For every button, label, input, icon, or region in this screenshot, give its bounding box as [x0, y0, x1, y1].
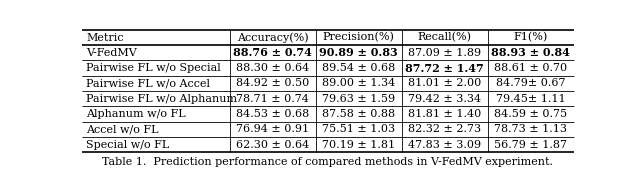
Text: 78.73 ± 1.13: 78.73 ± 1.13 — [494, 124, 567, 135]
Text: 87.09 ± 1.89: 87.09 ± 1.89 — [408, 48, 481, 58]
Text: 90.89 ± 0.83: 90.89 ± 0.83 — [319, 47, 398, 58]
Text: 89.54 ± 0.68: 89.54 ± 0.68 — [322, 63, 396, 73]
Text: 75.51 ± 1.03: 75.51 ± 1.03 — [322, 124, 396, 135]
Text: Pairwise FL w/o Alphanum: Pairwise FL w/o Alphanum — [86, 94, 237, 104]
Text: 87.72 ± 1.47: 87.72 ± 1.47 — [405, 63, 484, 74]
Text: 79.45± 1.11: 79.45± 1.11 — [496, 94, 565, 104]
Text: 78.71 ± 0.74: 78.71 ± 0.74 — [236, 94, 309, 104]
Text: 87.58 ± 0.88: 87.58 ± 0.88 — [322, 109, 396, 119]
Text: 88.61 ± 0.70: 88.61 ± 0.70 — [494, 63, 567, 73]
Text: 81.81 ± 1.40: 81.81 ± 1.40 — [408, 109, 481, 119]
Text: 84.79± 0.67: 84.79± 0.67 — [496, 79, 565, 88]
Text: 79.42 ± 3.34: 79.42 ± 3.34 — [408, 94, 481, 104]
Text: 82.32 ± 2.73: 82.32 ± 2.73 — [408, 124, 481, 135]
Text: Accuracy(%): Accuracy(%) — [237, 32, 308, 43]
Text: 47.83 ± 3.09: 47.83 ± 3.09 — [408, 140, 481, 150]
Text: 81.01 ± 2.00: 81.01 ± 2.00 — [408, 79, 481, 88]
Text: Accel w/o FL: Accel w/o FL — [86, 124, 159, 135]
Text: Table 1.  Prediction performance of compared methods in V-FedMV experiment.: Table 1. Prediction performance of compa… — [102, 157, 554, 167]
Text: 88.30 ± 0.64: 88.30 ± 0.64 — [236, 63, 309, 73]
Text: 84.92 ± 0.50: 84.92 ± 0.50 — [236, 79, 309, 88]
Text: 76.94 ± 0.91: 76.94 ± 0.91 — [236, 124, 309, 135]
Text: 79.63 ± 1.59: 79.63 ± 1.59 — [322, 94, 396, 104]
Text: Special w/o FL: Special w/o FL — [86, 140, 170, 150]
Text: Precision(%): Precision(%) — [323, 32, 395, 43]
Text: Pairwise FL w/o Accel: Pairwise FL w/o Accel — [86, 79, 211, 88]
Text: Recall(%): Recall(%) — [418, 32, 472, 43]
Text: 62.30 ± 0.64: 62.30 ± 0.64 — [236, 140, 309, 150]
Text: 56.79 ± 1.87: 56.79 ± 1.87 — [494, 140, 567, 150]
Text: 84.53 ± 0.68: 84.53 ± 0.68 — [236, 109, 309, 119]
Text: 88.76 ± 0.74: 88.76 ± 0.74 — [234, 47, 312, 58]
Text: Metric: Metric — [86, 32, 124, 42]
Text: V-FedMV: V-FedMV — [86, 48, 137, 58]
Text: Alphanum w/o FL: Alphanum w/o FL — [86, 109, 186, 119]
Text: Pairwise FL w/o Special: Pairwise FL w/o Special — [86, 63, 221, 73]
Text: 70.19 ± 1.81: 70.19 ± 1.81 — [322, 140, 396, 150]
Text: 89.00 ± 1.34: 89.00 ± 1.34 — [322, 79, 396, 88]
Text: 88.93 ± 0.84: 88.93 ± 0.84 — [491, 47, 570, 58]
Text: F1(%): F1(%) — [513, 32, 548, 43]
Text: 84.59 ± 0.75: 84.59 ± 0.75 — [494, 109, 567, 119]
